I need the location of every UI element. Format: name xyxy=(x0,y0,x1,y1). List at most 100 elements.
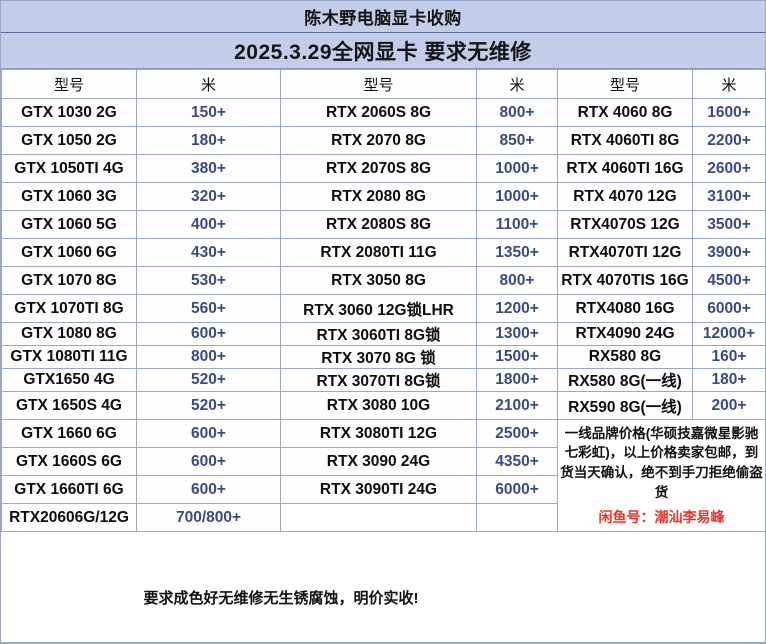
table-header: 型号 米 型号 米 型号 米 xyxy=(1,69,766,99)
model-cell: RTX 2080TI 11G xyxy=(280,238,477,267)
price-cell: 6000+ xyxy=(476,475,558,504)
price-cell: 520+ xyxy=(136,368,281,392)
model-cell: RX580 8G(一线) xyxy=(557,368,693,392)
table-row: GTX 1050 2G 180+ RTX 2070 8G 850+ RTX 4060TI… xyxy=(1,126,766,155)
model-cell: RTX 4060TI 16G xyxy=(557,154,693,183)
price-cell: 12000+ xyxy=(692,322,766,346)
model-cell: RTX 3080 10G xyxy=(280,391,477,420)
price-cell: 1800+ xyxy=(476,368,558,392)
model-cell: GTX1650 4G xyxy=(1,368,137,392)
model-cell: GTX 1060 6G xyxy=(1,238,137,267)
header-price-3: 米 xyxy=(692,69,766,99)
table-row: GTX 1070TI 8G 560+ RTX 3060 12G锁LHR 1200+ RT… xyxy=(1,294,766,323)
price-cell: 150+ xyxy=(136,98,281,127)
price-cell: 1350+ xyxy=(476,238,558,267)
model-cell: RTX 3060TI 8G锁 xyxy=(280,322,477,346)
model-cell: RTX 3080TI 12G xyxy=(280,419,477,448)
price-cell: 2200+ xyxy=(692,126,766,155)
table-row: GTX 1060 3G 320+ RTX 2080 8G 1000+ RTX 4070 … xyxy=(1,182,766,211)
model-cell: RTX4080 16G xyxy=(557,294,693,323)
price-cell: 800+ xyxy=(136,345,281,369)
model-cell: RTX 2060S 8G xyxy=(280,98,477,127)
price-cell: 2600+ xyxy=(692,154,766,183)
table-row: GTX 1660 6G 600+ RTX 3080TI 12G 2500+ 一线品牌价格… xyxy=(1,419,766,532)
model-cell: RTX 4060 8G xyxy=(557,98,693,127)
bottom-rule xyxy=(1,642,766,643)
model-cell: RTX 4060TI 8G xyxy=(557,126,693,155)
table-row: GTX 1080TI 11G 800+ RTX 3070 8G 锁 1500+ RX58… xyxy=(1,345,766,369)
price-cell: 1300+ xyxy=(476,322,558,346)
model-cell: RTX4070S 12G xyxy=(557,210,693,239)
note-text: 一线品牌价格(华硕技嘉微星影驰七彩虹)，以上价格卖家包邮，到货当天确认，绝不到手… xyxy=(560,425,763,500)
price-cell: 320+ xyxy=(136,182,281,211)
model-cell: RTX 3060 12G锁LHR xyxy=(280,294,477,323)
model-cell: RX590 8G(一线) xyxy=(557,391,693,420)
model-cell: GTX 1660 6G xyxy=(1,419,137,448)
price-cell: 600+ xyxy=(136,475,281,504)
table-row: GTX 1030 2G 150+ RTX 2060S 8G 800+ RTX 4060 … xyxy=(1,98,766,127)
price-cell: 4350+ xyxy=(476,447,558,476)
model-cell: RTX 3090TI 24G xyxy=(280,475,477,504)
price-table: 型号 米 型号 米 型号 米 GTX 1030 2G 150+ RTX 2060S … xyxy=(1,69,766,532)
price-cell: 160+ xyxy=(692,345,766,369)
model-cell: RTX 3050 8G xyxy=(280,266,477,295)
price-cell: 1200+ xyxy=(476,294,558,323)
price-cell: 600+ xyxy=(136,447,281,476)
price-cell: 2100+ xyxy=(476,391,558,420)
model-cell: GTX 1070TI 8G xyxy=(1,294,137,323)
seller-id: 闲鱼号：潮汕李易峰 xyxy=(598,509,725,526)
price-cell: 700/800+ xyxy=(136,503,281,532)
price-cell: 800+ xyxy=(476,98,558,127)
price-cell: 520+ xyxy=(136,391,281,420)
table-row: RTX20606G/12G 700/800+ xyxy=(1,503,766,532)
model-cell: RX580 8G xyxy=(557,345,693,369)
model-cell: RTX4090 24G xyxy=(557,322,693,346)
model-cell: GTX 1660S 6G xyxy=(1,447,137,476)
price-cell: 400+ xyxy=(136,210,281,239)
price-cell: 180+ xyxy=(136,126,281,155)
model-cell: GTX 1050 2G xyxy=(1,126,137,155)
header-price-2: 米 xyxy=(476,69,558,99)
table-row: GTX 1080 8G 600+ RTX 3060TI 8G锁 1300+ RTX409… xyxy=(1,322,766,346)
price-cell: 3900+ xyxy=(692,238,766,267)
price-cell: 200+ xyxy=(692,391,766,420)
price-cell: 180+ xyxy=(692,368,766,392)
model-cell: RTX20606G/12G xyxy=(1,503,137,532)
model-cell: RTX 2080 8G xyxy=(280,182,477,211)
model-cell: GTX 1070 8G xyxy=(1,266,137,295)
model-cell: GTX 1030 2G xyxy=(1,98,137,127)
model-cell: RTX 4070TIS 16G xyxy=(557,266,693,295)
model-cell: RTX 4070 12G xyxy=(557,182,693,211)
header-price-1: 米 xyxy=(136,69,281,99)
price-cell: 430+ xyxy=(136,238,281,267)
empty-cell xyxy=(476,503,558,532)
page-title: 陈木野电脑显卡收购 xyxy=(1,1,765,33)
model-cell: RTX 3090 24G xyxy=(280,447,477,476)
page-subtitle: 2025.3.29全网显卡 要求无维修 xyxy=(1,33,765,69)
price-cell: 3100+ xyxy=(692,182,766,211)
footer-area: 要求成色好无维修无生锈腐蚀，明价实收! xyxy=(1,551,561,643)
price-cell: 800+ xyxy=(476,266,558,295)
model-cell: RTX 2080S 8G xyxy=(280,210,477,239)
model-cell: GTX 1060 3G xyxy=(1,182,137,211)
table-row: GTX 1060 6G 430+ RTX 2080TI 11G 1350+ RTX407… xyxy=(1,238,766,267)
header-model-3: 型号 xyxy=(557,69,693,99)
price-cell: 1600+ xyxy=(692,98,766,127)
model-cell: GTX 1060 5G xyxy=(1,210,137,239)
price-cell: 4500+ xyxy=(692,266,766,295)
price-cell: 850+ xyxy=(476,126,558,155)
model-cell: RTX 2070 8G xyxy=(280,126,477,155)
model-cell: RTX 3070TI 8G锁 xyxy=(280,368,477,392)
table-row: GTX 1060 5G 400+ RTX 2080S 8G 1100+ RTX4070S… xyxy=(1,210,766,239)
price-cell: 530+ xyxy=(136,266,281,295)
price-cell: 1500+ xyxy=(476,345,558,369)
price-cell: 1000+ xyxy=(476,154,558,183)
header-row: 型号 米 型号 米 型号 米 xyxy=(1,69,766,99)
price-cell: 3500+ xyxy=(692,210,766,239)
table-row: GTX 1650S 4G 520+ RTX 3080 10G 2100+ RX590 8… xyxy=(1,391,766,420)
empty-cell xyxy=(280,503,477,532)
header-model-2: 型号 xyxy=(280,69,477,99)
price-cell: 600+ xyxy=(136,322,281,346)
price-cell: 560+ xyxy=(136,294,281,323)
